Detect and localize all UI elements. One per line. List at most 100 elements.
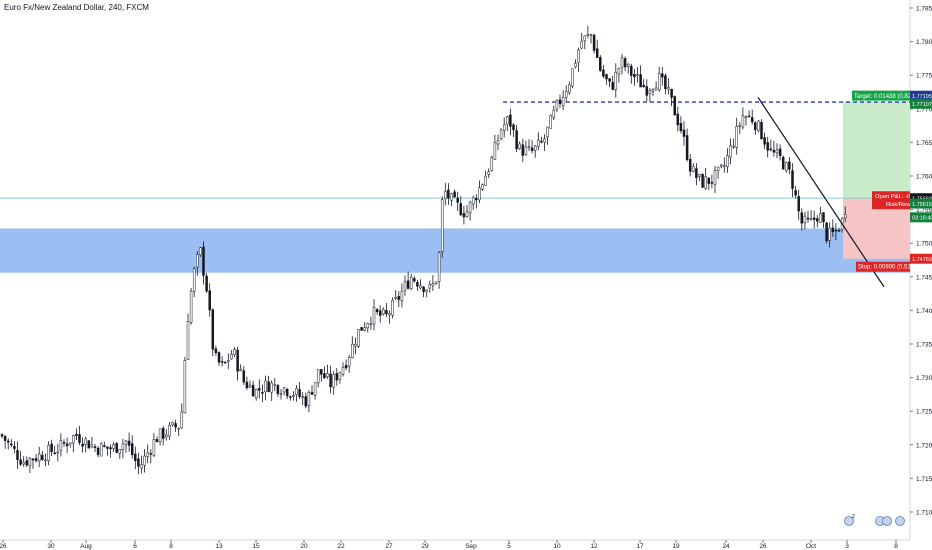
candle-body bbox=[738, 125, 742, 127]
x-tick-label: 10 bbox=[553, 543, 561, 550]
candle-body bbox=[211, 309, 215, 350]
candle-body bbox=[843, 214, 847, 219]
candle-body bbox=[459, 203, 463, 216]
y-tick-label: 1.75500 bbox=[916, 207, 932, 214]
candle-body bbox=[99, 443, 103, 457]
candle-body bbox=[72, 435, 75, 444]
candle-body bbox=[6, 440, 10, 443]
candle-body bbox=[800, 212, 804, 224]
candle-body bbox=[679, 123, 683, 132]
candle-body bbox=[769, 148, 773, 151]
candle-body bbox=[143, 455, 146, 466]
candle-body bbox=[332, 374, 335, 388]
candle-body bbox=[729, 145, 732, 158]
candle-body bbox=[552, 109, 556, 118]
y-tick-label: 1.72500 bbox=[916, 409, 932, 416]
candle-body bbox=[276, 385, 280, 394]
candle-body bbox=[391, 299, 394, 316]
candle-body bbox=[357, 329, 360, 347]
candle-body bbox=[630, 65, 633, 76]
candle-body bbox=[506, 116, 509, 125]
event-icon[interactable] bbox=[844, 516, 854, 526]
candle-body bbox=[292, 395, 295, 397]
candle-body bbox=[149, 453, 153, 455]
support-zone-extension[interactable] bbox=[444, 228, 910, 273]
candle-body bbox=[701, 174, 704, 188]
x-tick-label: 8 bbox=[894, 543, 898, 550]
candle-body bbox=[437, 252, 441, 282]
candle-body bbox=[106, 446, 109, 449]
candle-body bbox=[214, 348, 218, 353]
candle-body bbox=[831, 227, 835, 233]
candle-body bbox=[788, 161, 791, 170]
candle-body bbox=[812, 217, 816, 220]
x-tick-label: 26 bbox=[759, 543, 767, 550]
candle-body bbox=[620, 57, 624, 68]
support-zone[interactable] bbox=[0, 228, 444, 273]
candle-body bbox=[335, 373, 339, 381]
candle-body bbox=[251, 384, 255, 397]
candle-body bbox=[605, 74, 608, 80]
candle-body bbox=[670, 88, 673, 98]
candle-body bbox=[282, 387, 286, 393]
x-tick-label: 27 bbox=[385, 543, 393, 550]
y-tick-label: 1.77000 bbox=[916, 106, 932, 113]
trendline[interactable] bbox=[757, 97, 885, 288]
price-badge: 1.74769 bbox=[912, 257, 932, 263]
candle-body bbox=[75, 433, 78, 436]
candle-body bbox=[468, 201, 472, 214]
candle-body bbox=[797, 196, 800, 212]
candle-body bbox=[134, 453, 137, 461]
candle-body bbox=[561, 97, 565, 106]
candle-body bbox=[825, 222, 828, 242]
candle-body bbox=[388, 313, 391, 316]
candle-body bbox=[313, 381, 317, 396]
candle-body bbox=[171, 422, 174, 426]
candle-body bbox=[794, 190, 797, 196]
event-count-badge: 2 bbox=[852, 514, 855, 520]
candle-body bbox=[273, 384, 277, 386]
event-icon[interactable] bbox=[895, 516, 905, 526]
candle-body bbox=[487, 171, 490, 175]
candle-body bbox=[682, 129, 686, 137]
candle-body bbox=[270, 382, 273, 393]
open-pl-label: Open P&L: -0.0 bbox=[875, 194, 915, 200]
candle-body bbox=[109, 447, 112, 450]
candle-body bbox=[87, 440, 91, 449]
candle-body bbox=[512, 124, 515, 131]
candle-body bbox=[338, 372, 342, 380]
candle-body bbox=[530, 147, 534, 151]
candle-body bbox=[316, 369, 320, 384]
candle-body bbox=[267, 381, 270, 392]
candle-body bbox=[416, 282, 419, 287]
candle-body bbox=[158, 428, 162, 443]
candle-body bbox=[140, 464, 143, 469]
target-area[interactable] bbox=[843, 101, 910, 199]
candle-body bbox=[676, 113, 680, 126]
candle-body bbox=[202, 246, 205, 276]
candle-body bbox=[754, 122, 757, 131]
candle-body bbox=[239, 369, 242, 372]
stop-label: Stop: 0.00900 (0.51%) bbox=[858, 265, 918, 271]
candle-body bbox=[803, 215, 807, 224]
candle-body bbox=[258, 388, 261, 391]
candle-body bbox=[161, 427, 165, 439]
candle-body bbox=[440, 199, 444, 252]
candle-body bbox=[382, 309, 385, 315]
candle-body bbox=[586, 34, 590, 36]
candle-body bbox=[750, 117, 754, 123]
candle-body bbox=[0, 434, 4, 437]
candle-body bbox=[183, 360, 187, 414]
candle-body bbox=[574, 63, 577, 68]
candle-body bbox=[22, 462, 25, 465]
candle-body bbox=[53, 452, 56, 455]
candle-body bbox=[118, 449, 122, 454]
stop-label-bg bbox=[856, 261, 910, 272]
candle-body bbox=[521, 144, 525, 156]
candle-body bbox=[254, 388, 258, 399]
candle-body bbox=[685, 135, 689, 160]
event-icon[interactable] bbox=[882, 516, 892, 526]
candle-body bbox=[450, 193, 453, 201]
candle-body bbox=[192, 268, 196, 292]
